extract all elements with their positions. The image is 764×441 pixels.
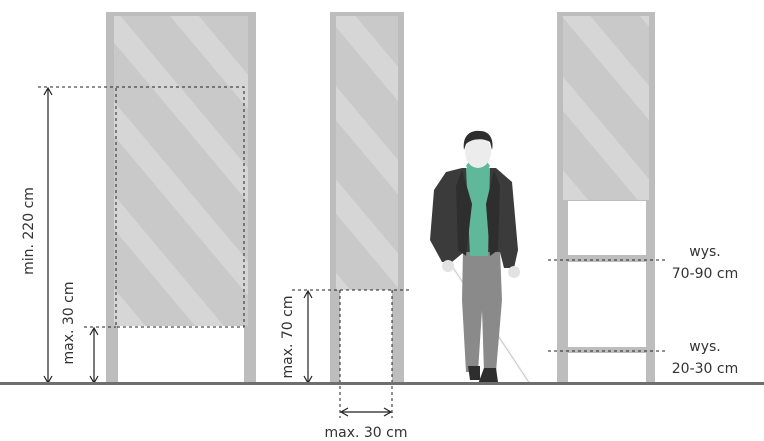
dimension-min-height: min. 220 cm bbox=[21, 86, 53, 385]
height-note-lower: wys. 20-30 cm bbox=[672, 339, 738, 377]
height-note-upper: wys. 70-90 cm bbox=[672, 244, 738, 282]
person-with-white-cane-icon bbox=[430, 130, 532, 385]
dimension-max-bottom-1: max. 30 cm bbox=[61, 281, 99, 385]
label-wys-upper-1: wys. bbox=[689, 244, 720, 260]
glass-panel-left bbox=[106, 12, 256, 384]
glass-panel-right bbox=[557, 12, 655, 384]
dimension-max-width: max. 30 cm bbox=[324, 407, 408, 441]
marking-line-middle bbox=[292, 289, 412, 418]
label-wys-lower-1: wys. bbox=[689, 339, 720, 355]
label-max-width: max. 30 cm bbox=[324, 425, 407, 441]
glass-panel-middle bbox=[330, 12, 404, 384]
dimension-max-bottom-2: max. 70 cm bbox=[280, 289, 313, 385]
label-max-bottom-2: max. 70 cm bbox=[280, 295, 296, 378]
marking-lines-right bbox=[548, 259, 668, 352]
label-wys-upper-2: 70-90 cm bbox=[672, 266, 738, 282]
label-wys-lower-2: 20-30 cm bbox=[672, 361, 738, 377]
label-max-bottom-1: max. 30 cm bbox=[61, 281, 77, 364]
marking-zone-left bbox=[38, 86, 245, 328]
label-min-height: min. 220 cm bbox=[21, 187, 37, 275]
